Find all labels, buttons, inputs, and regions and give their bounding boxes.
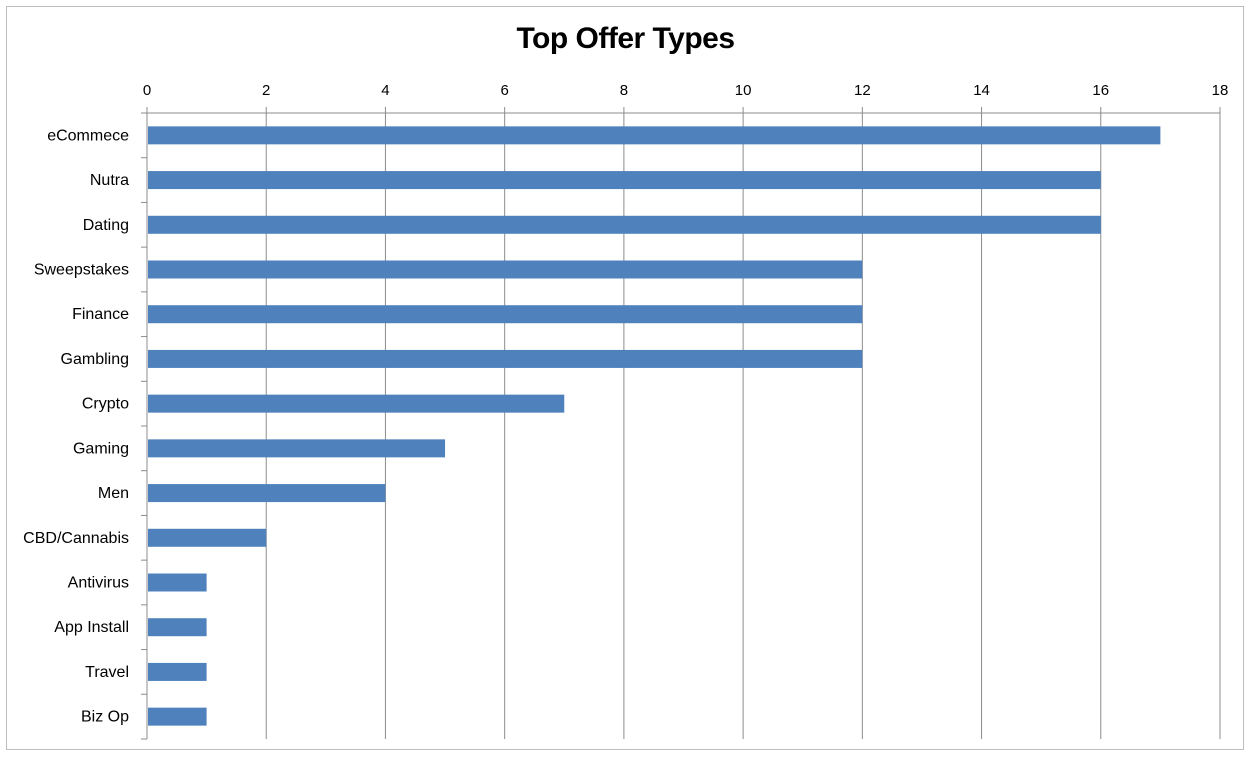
axes <box>141 107 1221 740</box>
category-label: Crypto <box>82 396 129 413</box>
bar-dating <box>148 215 1101 234</box>
bar-sweepstakes <box>148 260 863 279</box>
category-label: Gaming <box>73 440 129 457</box>
x-tick-label: 14 <box>973 82 990 99</box>
bar-app-install <box>148 618 207 637</box>
bar-antivirus <box>148 573 207 592</box>
category-label: CBD/Cannabis <box>23 530 129 547</box>
category-label: Men <box>98 485 129 502</box>
x-tick-label: 16 <box>1092 82 1109 99</box>
bar-nutra <box>148 171 1101 190</box>
category-label: eCommece <box>47 127 129 144</box>
category-label: Antivirus <box>68 575 129 592</box>
bar-gaming <box>148 439 446 458</box>
category-label: App Install <box>54 619 129 636</box>
bars <box>148 126 1161 726</box>
category-label: Travel <box>85 664 129 681</box>
x-tick-label: 2 <box>262 82 270 99</box>
x-tick-label: 10 <box>735 82 752 99</box>
category-label: Dating <box>83 217 129 234</box>
chart-title: Top Offer Types <box>516 22 735 55</box>
bar-crypto <box>148 394 565 413</box>
bar-biz-op <box>148 707 207 726</box>
bar-gambling <box>148 349 863 368</box>
x-tick-label: 6 <box>500 82 508 99</box>
x-tick-label: 18 <box>1212 82 1229 99</box>
bar-men <box>148 484 386 503</box>
category-label: Gambling <box>61 351 129 368</box>
gridlines <box>265 113 1221 739</box>
bar-cbd-cannabis <box>148 528 267 547</box>
category-label: Sweepstakes <box>34 262 129 279</box>
bar-ecommece <box>148 126 1161 145</box>
category-label: Nutra <box>90 172 129 189</box>
x-tick-label: 12 <box>854 82 871 99</box>
category-label: Biz Op <box>81 709 129 726</box>
bar-travel <box>148 662 207 681</box>
x-tick-label: 8 <box>620 82 628 99</box>
x-tick-label: 4 <box>381 82 389 99</box>
category-label: Finance <box>72 306 129 323</box>
labels: 0 2 4 6 8 10 12 14 16 18 eCommece Nutra Dating Sweeps… <box>23 82 1228 726</box>
bar-finance <box>148 305 863 324</box>
x-tick-label: 0 <box>143 82 151 99</box>
